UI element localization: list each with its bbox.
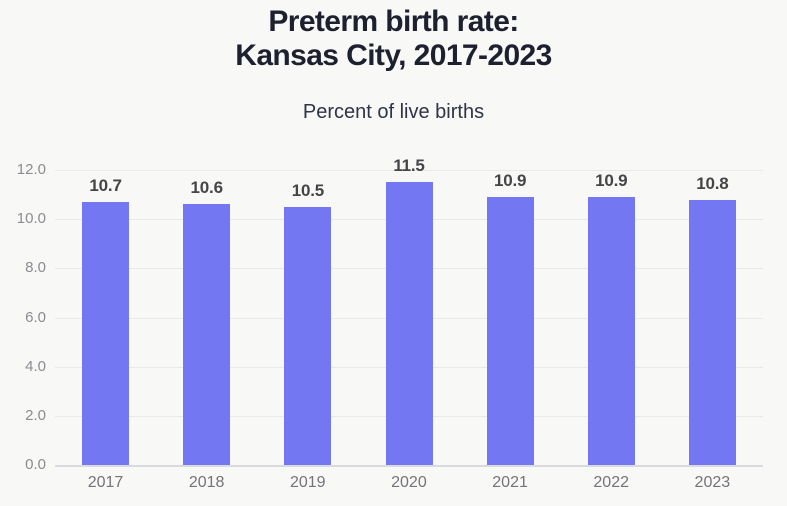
- x-tick-label: 2021: [492, 474, 528, 491]
- y-tick-label: 8.0: [25, 259, 46, 276]
- y-tick-label: 6.0: [25, 309, 46, 326]
- plot-area: [55, 170, 763, 467]
- y-tick-label: 2.0: [25, 407, 46, 424]
- bar-value-label: 10.7: [89, 175, 122, 195]
- gridline: [55, 170, 763, 171]
- bar-2021[interactable]: [486, 197, 534, 465]
- x-tick-label: 2017: [87, 474, 124, 491]
- bar-2022[interactable]: [587, 197, 635, 465]
- bar-value-label: 10.6: [190, 178, 223, 198]
- bar-2023[interactable]: [688, 199, 736, 465]
- bar-value-label: 10.9: [493, 171, 527, 191]
- bar-value-label: 10.9: [595, 171, 628, 191]
- bar-2020[interactable]: [385, 182, 433, 465]
- bar-2019[interactable]: [284, 206, 332, 465]
- y-tick-label: 10.0: [16, 210, 46, 227]
- y-tick-label: 0.0: [25, 456, 46, 473]
- y-tick-label: 4.0: [25, 358, 46, 375]
- chart-title-line2: Kansas City, 2017-2023: [235, 39, 552, 72]
- chart-title: Preterm birth rate: Kansas City, 2017-20…: [0, 5, 787, 73]
- x-tick-label: 2023: [694, 474, 731, 491]
- bar-value-label: 10.8: [696, 173, 729, 193]
- chart-subtitle: Percent of live births: [302, 101, 485, 123]
- y-tick-label: 12.0: [16, 161, 46, 178]
- bar-value-label: 11.5: [393, 156, 425, 176]
- x-axis-line: [55, 465, 763, 467]
- x-tick-label: 2020: [391, 474, 427, 491]
- x-tick-label: 2019: [289, 474, 326, 491]
- bar-2017[interactable]: [82, 201, 130, 465]
- chart-title-line1: Preterm birth rate:: [268, 5, 519, 38]
- bar-2018[interactable]: [183, 204, 231, 465]
- x-tick-label: 2018: [188, 474, 225, 491]
- bar-value-label: 10.5: [291, 180, 324, 200]
- x-tick-label: 2022: [593, 474, 629, 491]
